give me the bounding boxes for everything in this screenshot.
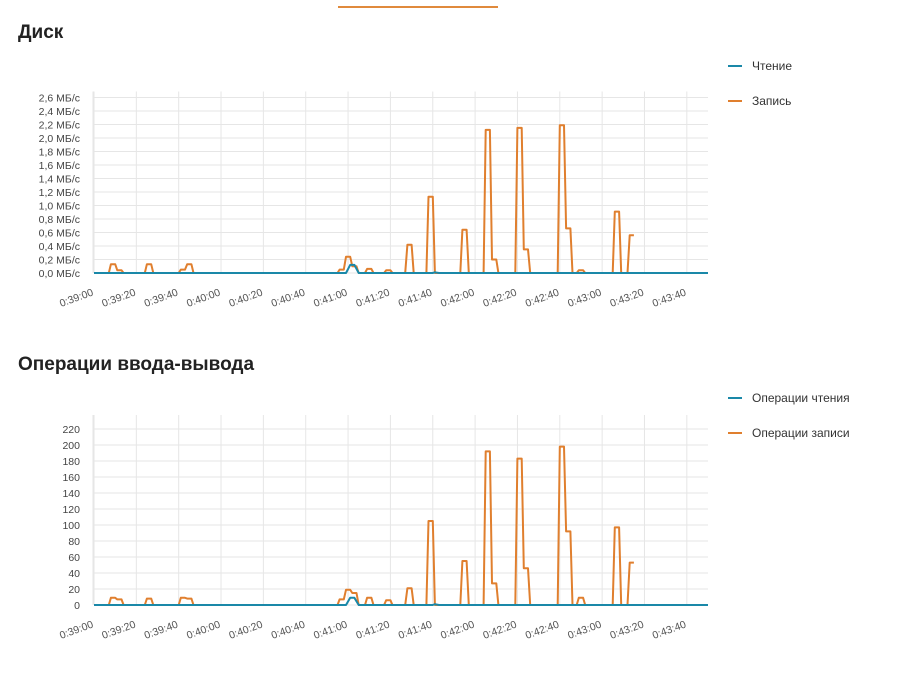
x-tick-label: 0:42:40 xyxy=(524,618,561,641)
x-tick-label: 0:40:20 xyxy=(227,286,264,309)
x-tick-label: 0:43:00 xyxy=(566,618,603,641)
x-tick-label: 0:42:00 xyxy=(439,286,476,309)
y-tick-label: 80 xyxy=(68,536,80,548)
disk-chart[interactable]: 0,0 МБ/с0,2 МБ/с 0,4 МБ/с0,6 МБ/с 0,8 МБ/с… xyxy=(0,0,922,320)
y-tick-label: 0,0 МБ/с xyxy=(39,268,80,280)
y-tick-label: 1,2 МБ/с xyxy=(39,187,80,199)
series-line-write[interactable] xyxy=(94,124,634,274)
legend-swatch-write xyxy=(728,100,742,102)
x-tick-label: 0:39:20 xyxy=(100,286,137,309)
y-tick-label: 120 xyxy=(62,504,80,516)
y-tick-label: 0,6 МБ/с xyxy=(39,228,80,240)
legend-item-read[interactable]: Чтение xyxy=(728,56,792,76)
x-tick-label: 0:39:40 xyxy=(143,286,180,309)
y-tick-label: 1,0 МБ/с xyxy=(39,201,80,213)
y-tick-label: 2,2 МБ/с xyxy=(39,120,80,132)
legend-swatch-read xyxy=(728,65,742,67)
legend-swatch-read-ops xyxy=(728,397,742,399)
x-tick-label: 0:43:00 xyxy=(566,286,603,309)
x-tick-label: 0:40:40 xyxy=(270,618,307,641)
y-tick-label: 0 xyxy=(74,600,80,612)
y-tick-label: 200 xyxy=(62,440,80,452)
x-tick-label: 0:41:40 xyxy=(397,618,434,641)
x-tick-label: 0:43:20 xyxy=(608,286,645,309)
y-tick-label: 60 xyxy=(68,552,80,564)
x-tick-label: 0:42:20 xyxy=(481,618,518,641)
x-tick-label: 0:40:40 xyxy=(270,286,307,309)
series-line-read[interactable] xyxy=(94,263,708,274)
x-tick-label: 0:43:40 xyxy=(651,286,688,309)
legend-item-write[interactable]: Запись xyxy=(728,91,792,111)
y-tick-label: 1,6 МБ/с xyxy=(39,160,80,172)
x-tick-label: 0:41:20 xyxy=(354,286,391,309)
disk-legend: Чтение Запись xyxy=(728,56,792,126)
y-tick-label: 100 xyxy=(62,520,80,532)
x-tick-label: 0:39:20 xyxy=(100,618,137,641)
iops-legend: Операции чтения Операции записи xyxy=(728,388,850,458)
y-tick-label: 0,8 МБ/с xyxy=(39,214,80,226)
x-tick-label: 0:41:20 xyxy=(354,618,391,641)
y-tick-label: 1,8 МБ/с xyxy=(39,147,80,159)
x-tick-label: 0:42:00 xyxy=(439,618,476,641)
legend-label-write: Запись xyxy=(752,94,792,108)
x-tick-label: 0:42:40 xyxy=(524,286,561,309)
x-tick-label: 0:39:40 xyxy=(143,618,180,641)
plot-area: 0,0 МБ/с0,2 МБ/с 0,4 МБ/с0,6 МБ/с 0,8 МБ/с… xyxy=(39,91,708,310)
iops-chart-title: Операции ввода-вывода xyxy=(18,354,255,375)
y-tick-label: 1,4 МБ/с xyxy=(39,174,80,186)
legend-item-write-ops[interactable]: Операции записи xyxy=(728,423,850,443)
x-tick-label: 0:40:00 xyxy=(185,286,222,309)
x-tick-label: 0:43:20 xyxy=(608,618,645,641)
y-tick-label: 2,4 МБ/с xyxy=(39,106,80,118)
x-tick-label: 0:42:20 xyxy=(481,286,518,309)
y-tick-label: 140 xyxy=(62,488,80,500)
legend-label-write-ops: Операции записи xyxy=(752,426,850,440)
x-tick-label: 0:43:40 xyxy=(651,618,688,641)
y-tick-label: 2,6 МБ/с xyxy=(39,93,80,105)
series-line-read[interactable] xyxy=(94,596,708,606)
y-tick-label: 2,0 МБ/с xyxy=(39,133,80,145)
x-tick-label: 0:39:00 xyxy=(58,618,95,641)
x-tick-label: 0:40:20 xyxy=(227,618,264,641)
y-tick-label: 220 xyxy=(62,424,80,436)
x-tick-label: 0:41:00 xyxy=(312,618,349,641)
legend-swatch-write-ops xyxy=(728,432,742,434)
y-tick-label: 20 xyxy=(68,584,80,596)
series-line-write[interactable] xyxy=(94,445,634,606)
y-tick-label: 160 xyxy=(62,472,80,484)
legend-item-read-ops[interactable]: Операции чтения xyxy=(728,388,850,408)
y-tick-label: 40 xyxy=(68,568,80,580)
x-tick-label: 0:41:40 xyxy=(397,286,434,309)
x-tick-label: 0:41:00 xyxy=(312,286,349,309)
x-tick-label: 0:40:00 xyxy=(185,618,222,641)
legend-label-read-ops: Операции чтения xyxy=(752,391,850,405)
active-tab-indicator xyxy=(338,6,498,8)
y-tick-label: 0,2 МБ/с xyxy=(39,255,80,267)
y-tick-label: 0,4 МБ/с xyxy=(39,241,80,253)
x-tick-label: 0:39:00 xyxy=(58,286,95,309)
disk-chart-title: Диск xyxy=(18,22,64,43)
y-tick-label: 180 xyxy=(62,456,80,468)
legend-label-read: Чтение xyxy=(752,59,793,73)
